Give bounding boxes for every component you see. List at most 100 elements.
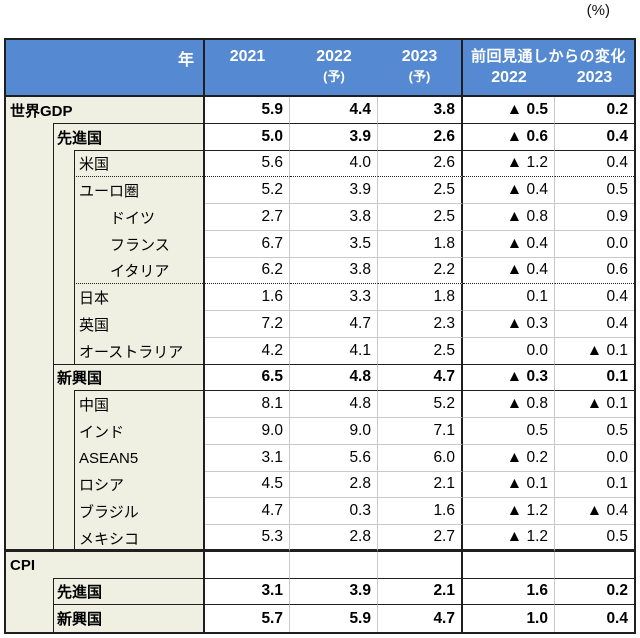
table-row: イタリア 6.2 3.8 2.2 ▲ 0.4 0.6	[6, 257, 634, 285]
indent-line	[53, 204, 54, 231]
cell-2021: 3.1	[205, 444, 290, 472]
cell-chg2022: 1.0	[463, 605, 555, 632]
row-separator	[53, 577, 203, 579]
cell-chg2022: ▲ 0.3	[463, 364, 555, 392]
row-label: 先進国	[57, 584, 103, 602]
cell-chg2022: ▲ 0.4	[463, 177, 555, 204]
indent-line	[53, 364, 54, 392]
indent-line	[74, 418, 75, 445]
cell-chg2023: 0.2	[555, 578, 634, 606]
outlook-table: 年 2021 2022 (予) 2023 (予) 前回見通しからの変化 2022…	[4, 38, 636, 634]
table-row: 世界GDP 5.9 4.4 3.8 ▲ 0.5 0.2	[6, 97, 634, 124]
cell-2021: 9.0	[205, 418, 290, 445]
row-separator	[74, 176, 203, 178]
cell-2023: 1.8	[378, 284, 463, 311]
cell-chg2022: ▲ 1.2	[463, 525, 555, 552]
cell-2021: 5.3	[205, 525, 290, 552]
row-label-cell: イタリア	[6, 257, 205, 285]
cell-2023: 2.5	[378, 337, 463, 365]
cell-chg2023: ▲ 0.1	[555, 391, 634, 418]
cell-chg2023: ▲ 0.1	[555, 337, 634, 365]
row-label: ロシア	[79, 477, 125, 495]
indent-line	[74, 311, 75, 338]
indent-line	[74, 230, 75, 258]
row-label-cell: インド	[6, 418, 205, 445]
indent-line	[74, 204, 75, 231]
cell-2023: 2.2	[378, 257, 463, 285]
cell-2021: 6.5	[205, 364, 290, 392]
table-row: フランス 6.7 3.5 1.8 ▲ 0.4 0.0	[6, 230, 634, 258]
indent-line	[53, 525, 54, 552]
cell-2021: 5.0	[205, 123, 290, 151]
cell-2023	[378, 551, 463, 579]
cell-2021: 8.1	[205, 391, 290, 418]
cell-2021: 4.2	[205, 337, 290, 365]
cell-chg2022: ▲ 0.3	[463, 311, 555, 338]
header-change-2023: 2023	[576, 69, 613, 86]
row-label-cell: ASEAN5	[6, 444, 205, 472]
row-label-cell: ユーロ圏	[6, 177, 205, 204]
row-label: オーストラリア	[79, 343, 184, 361]
indent-line	[74, 525, 75, 552]
cell-chg2022	[463, 551, 555, 579]
cell-2022: 4.8	[290, 364, 378, 392]
indent-line	[74, 284, 75, 311]
indent-line	[74, 337, 75, 365]
indent-line	[53, 284, 54, 311]
header-change-2022: 2022	[491, 69, 527, 86]
row-label-cell: 先進国	[6, 578, 205, 606]
cell-chg2023: 0.4	[555, 123, 634, 151]
table-row: オーストラリア 4.2 4.1 2.5 0.0 ▲ 0.1	[6, 337, 634, 365]
cell-2022: 3.9	[290, 578, 378, 606]
cell-2022: 4.8	[290, 391, 378, 418]
row-label-cell: オーストラリア	[6, 337, 205, 365]
cell-chg2023: 0.1	[555, 471, 634, 499]
forecast-suffix-2023: (予)	[408, 69, 431, 84]
row-label-cell: 世界GDP	[6, 97, 205, 124]
row-label: ユーロ圏	[79, 183, 140, 201]
header-label-cell: 年	[6, 40, 205, 95]
cell-2022	[290, 551, 378, 579]
indent-line	[74, 444, 75, 472]
cell-chg2022: ▲ 0.2	[463, 444, 555, 472]
header-change-years: 2022 2023	[463, 67, 634, 88]
cell-2022: 4.1	[290, 337, 378, 365]
cell-2021: 2.7	[205, 204, 290, 231]
row-separator	[6, 548, 203, 552]
cell-2021: 1.6	[205, 284, 290, 311]
cell-2023: 2.3	[378, 311, 463, 338]
table-row: 新興国 5.7 5.9 4.7 1.0 0.4	[6, 605, 634, 632]
table-row: 先進国 3.1 3.9 2.1 1.6 0.2	[6, 578, 634, 606]
cell-2022: 3.5	[290, 230, 378, 258]
cell-2021	[205, 551, 290, 579]
indent-line	[53, 498, 54, 525]
row-label: ブラジル	[79, 504, 139, 522]
indent-line	[53, 471, 54, 499]
indent-line	[74, 471, 75, 499]
header-col-2022: 2022 (予)	[290, 40, 378, 95]
cell-2023: 6.0	[378, 444, 463, 472]
cell-chg2023: 0.0	[555, 230, 634, 258]
row-label: 中国	[79, 397, 110, 415]
row-label: フランス	[110, 236, 170, 254]
cell-2021: 4.5	[205, 471, 290, 499]
cell-2022: 2.8	[290, 471, 378, 499]
row-label: 先進国	[57, 129, 103, 147]
row-label-cell: 米国	[6, 150, 205, 178]
header-col-2023: 2023 (予)	[378, 40, 463, 95]
cell-chg2022: ▲ 1.2	[463, 498, 555, 525]
cell-chg2023: ▲ 0.4	[555, 498, 634, 525]
cell-chg2022: ▲ 0.5	[463, 97, 555, 124]
cell-2023: 5.2	[378, 391, 463, 418]
row-label-cell: メキシコ	[6, 525, 205, 552]
cell-2022: 5.6	[290, 444, 378, 472]
forecast-suffix-2022: (予)	[323, 69, 345, 84]
row-label: インド	[79, 423, 125, 441]
cell-2021: 5.6	[205, 150, 290, 178]
row-separator	[74, 149, 203, 151]
cell-chg2022: ▲ 0.1	[463, 471, 555, 499]
cell-chg2022: ▲ 1.2	[463, 150, 555, 178]
row-label-cell: CPI	[6, 551, 205, 579]
cell-2023: 2.5	[378, 177, 463, 204]
header-year-label: 年	[177, 52, 194, 69]
